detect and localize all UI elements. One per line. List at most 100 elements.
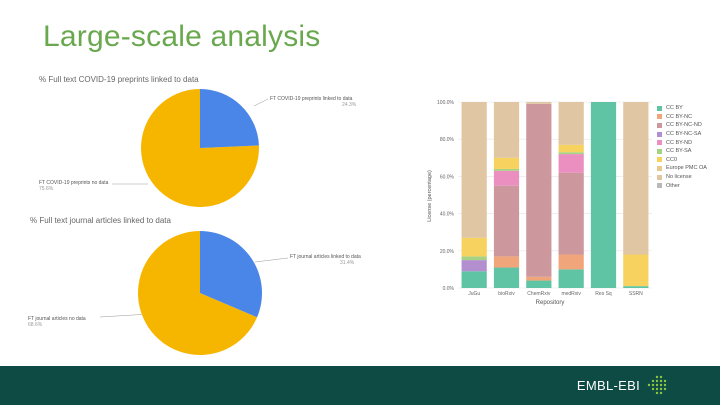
bar-segment bbox=[493, 157, 520, 169]
pie2-callout-linked-pct: 31.4% bbox=[340, 260, 355, 266]
y-tick-label: 20.0% bbox=[440, 249, 455, 255]
bar-segment bbox=[526, 102, 552, 104]
legend-swatch bbox=[657, 114, 662, 120]
legend-item: CC BY-SA bbox=[657, 147, 707, 156]
x-tick-label: JuGu bbox=[468, 291, 480, 297]
pie2-callout-nodata-label: FT journal articles no data bbox=[28, 316, 86, 322]
x-tick-label: SSRN bbox=[629, 291, 643, 297]
x-tick-label: ChemRxiv bbox=[527, 291, 551, 297]
bar-segment bbox=[526, 276, 552, 281]
y-tick-label: 60.0% bbox=[440, 174, 455, 180]
y-tick-label: 40.0% bbox=[440, 212, 455, 218]
pie2-callout-nodata-pct: 68.6% bbox=[28, 322, 43, 328]
legend-swatch bbox=[657, 140, 662, 146]
bar-segment bbox=[493, 168, 520, 171]
pie1-callout-nodata: FT COVID-19 preprints no data 75.6% bbox=[39, 180, 108, 192]
bar-chart-grid bbox=[458, 101, 652, 289]
legend-swatch bbox=[657, 165, 662, 171]
bar-segment bbox=[558, 144, 584, 153]
legend-label: Other bbox=[666, 182, 680, 189]
bar-segment bbox=[461, 102, 487, 238]
bar-segment bbox=[590, 102, 617, 288]
bar-segment bbox=[558, 172, 584, 255]
legend-swatch bbox=[657, 148, 662, 154]
pie1-chart bbox=[141, 89, 259, 207]
footer-bar: EMBL-EBI bbox=[0, 366, 720, 405]
legend-label: CC BY-ND bbox=[666, 139, 693, 146]
bar-segment bbox=[623, 102, 649, 255]
legend-label: CC BY-NC-ND bbox=[666, 122, 702, 129]
y-tick-label: 0.0% bbox=[443, 286, 455, 292]
pie2-callout-linked-label: FT journal articles linked to data bbox=[290, 254, 361, 260]
pie1-callout-linked-label: FT COVID-19 preprints linked to data bbox=[270, 96, 353, 102]
bar-segment bbox=[558, 154, 584, 173]
y-tick-label: 100.0% bbox=[437, 100, 455, 106]
embl-ebi-logo-text: EMBL-EBI bbox=[576, 378, 640, 393]
legend-item: CC BY-ND bbox=[657, 138, 707, 147]
bar-chart-y-axis-label: License (percentage) bbox=[427, 170, 433, 222]
bar-segment bbox=[526, 103, 552, 277]
legend-label: CC BY-NC-SA bbox=[666, 131, 702, 138]
pie1-slice-linked bbox=[200, 89, 259, 148]
bar-segment bbox=[558, 269, 584, 288]
legend-label: CC BY-NC bbox=[666, 113, 693, 120]
legend-item: CC0 bbox=[657, 156, 707, 165]
bar-segment bbox=[558, 102, 584, 145]
bar-segment bbox=[623, 254, 649, 287]
bar-chart-bars bbox=[461, 102, 649, 288]
pie1-callout-nodata-label: FT COVID-19 preprints no data bbox=[39, 180, 109, 186]
bar-segment bbox=[558, 254, 584, 270]
bar-segment bbox=[623, 286, 649, 288]
pie2-chart bbox=[138, 231, 262, 355]
bar-segment bbox=[493, 267, 520, 288]
bar-segment bbox=[461, 260, 487, 272]
bar-segment bbox=[461, 237, 487, 257]
pie1-title: % Full text COVID-19 preprints linked to… bbox=[39, 75, 199, 84]
legend-label: CC0 bbox=[666, 156, 678, 163]
bar-chart-legend: CC BY CC BY-NC CC BY-NC-ND CC BY-NC-SA CC BY… bbox=[657, 104, 707, 190]
bar-segment bbox=[493, 185, 520, 257]
pie1-callout-nodata-pct: 75.6% bbox=[39, 186, 54, 192]
pie2-slice-linked bbox=[200, 231, 262, 318]
embl-ebi-logo-icon bbox=[647, 375, 667, 395]
x-tick-label: Res Sq bbox=[595, 291, 612, 297]
bar-chart-y-ticks: 0.0% 20.0% 40.0% 60.0% 80.0% 100.0% bbox=[437, 100, 455, 292]
bar-segment bbox=[461, 256, 487, 261]
bar-segment bbox=[493, 256, 520, 268]
legend-swatch bbox=[657, 131, 662, 137]
y-tick-label: 80.0% bbox=[440, 137, 455, 143]
legend-item: CC BY-NC bbox=[657, 113, 707, 122]
legend-swatch bbox=[657, 122, 662, 128]
legend-item: CC BY bbox=[657, 104, 707, 113]
legend-item: Europe PMC OA bbox=[657, 164, 707, 173]
license-bar-chart: 0.0% 20.0% 40.0% 60.0% 80.0% 100.0% JuGu bioRx… bbox=[427, 100, 652, 306]
pie2-title: % Full text journal articles linked to d… bbox=[30, 216, 171, 225]
legend-label: Europe PMC OA bbox=[666, 165, 707, 172]
legend-item: Other bbox=[657, 181, 707, 190]
pie2-callout-linked: FT journal articles linked to data 31.4% bbox=[290, 254, 361, 266]
bar-segment bbox=[493, 170, 520, 186]
legend-label: CC BY-SA bbox=[666, 148, 692, 155]
bar-chart-x-ticks: JuGu bioRxiv ChemRxiv medRxiv Res Sq SSRN bbox=[468, 291, 643, 297]
legend-item: CC BY-NC-SA bbox=[657, 130, 707, 139]
x-tick-label: medRxiv bbox=[561, 291, 581, 297]
pie1-callout-linked-pct: 24.3% bbox=[342, 102, 357, 108]
legend-label: CC BY bbox=[666, 105, 683, 112]
bar-segment bbox=[493, 102, 520, 158]
legend-swatch bbox=[657, 183, 662, 189]
pie1-callout-linked: FT COVID-19 preprints linked to data 24.… bbox=[270, 96, 356, 108]
pie2-slice-no-data bbox=[138, 231, 258, 355]
legend-swatch bbox=[657, 105, 662, 111]
legend-swatch bbox=[657, 174, 662, 180]
legend-item: CC BY-NC-ND bbox=[657, 121, 707, 130]
pie2-callout-nodata: FT journal articles no data 68.6% bbox=[28, 316, 86, 328]
bar-segment bbox=[558, 152, 584, 155]
bar-segment bbox=[461, 271, 487, 288]
legend-item: No license bbox=[657, 173, 707, 182]
bar-chart-x-axis-label: Repository bbox=[536, 300, 565, 306]
x-tick-label: bioRxiv bbox=[498, 291, 515, 297]
legend-label: No license bbox=[666, 174, 692, 181]
legend-swatch bbox=[657, 157, 662, 163]
slide-title: Large-scale analysis bbox=[43, 20, 321, 53]
